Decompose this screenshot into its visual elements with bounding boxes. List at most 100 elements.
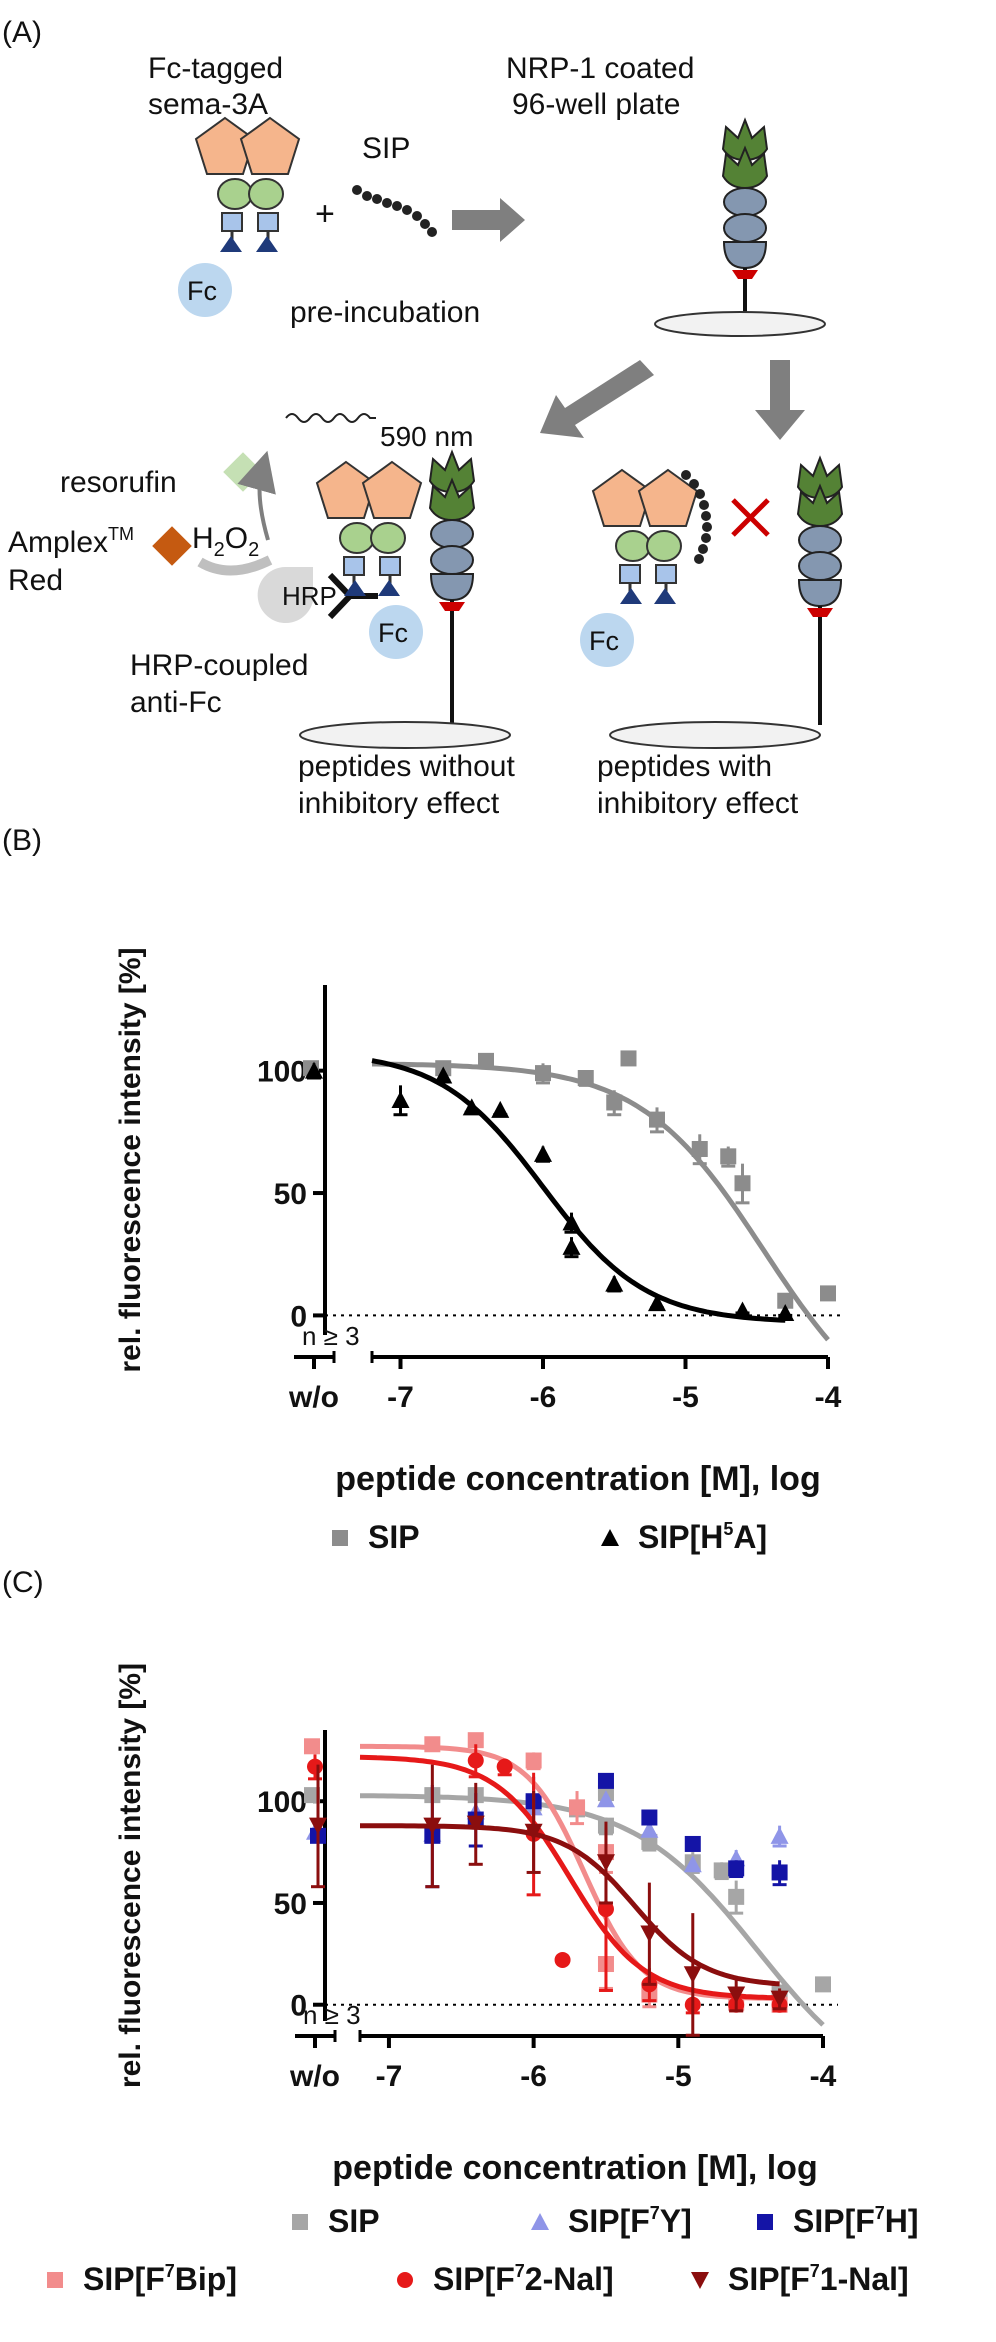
data-point-sip-h5a (534, 1144, 552, 1162)
x-tick-label: -7 (387, 1381, 414, 1414)
panel-c-label: (C) (2, 1566, 44, 1599)
data-point-sip-h5a (605, 1274, 624, 1292)
fc-tagged-label: Fc-tagged (148, 52, 283, 85)
legend-marker-sip-f7bip (47, 2272, 63, 2288)
amplex-red-icon (152, 526, 192, 566)
legend-marker-sip-h5a (601, 1529, 619, 1546)
legend-label-sip-h5a: SIP[H5A] (638, 1519, 767, 1555)
y-tick-label: 0 (290, 1300, 307, 1333)
legend-label-sip: SIP (368, 1519, 420, 1555)
data-point-sip-h5a (391, 1091, 410, 1109)
y-axis-title: rel. fluorescence intensity [%] (114, 947, 147, 1372)
data-point-sip-h5a (462, 1098, 481, 1116)
fit-curve-sip (372, 1061, 830, 1342)
legend-marker-sip (292, 2214, 308, 2230)
hrp-coupled-label: HRP-coupled (130, 649, 308, 682)
data-point-sip (606, 1094, 623, 1111)
h2o2-label: H2O2 (192, 522, 259, 561)
arrow-down-left-icon (540, 360, 654, 438)
legend-marker-sip-f7h (757, 2214, 773, 2230)
x-axis-title: peptide concentration [M], log (332, 2149, 817, 2187)
panel-a-label: (A) (2, 16, 42, 49)
legend-label-sip-f7h: SIP[F7H] (793, 2203, 919, 2239)
nrp1-receptor-icon (721, 117, 769, 318)
fc-label: Fc (187, 276, 217, 306)
data-point-sip (720, 1148, 737, 1165)
panel-a: (A) Fc-tagged sema-3A Fc + SIP pre-incub… (2, 16, 844, 820)
with-effect-label-2: inhibitory effect (597, 787, 799, 820)
control-point-sip-f71-nal (309, 1817, 327, 1835)
control-point-sip (304, 1787, 320, 1804)
data-point-sip-h5a (434, 1066, 453, 1084)
fc-domain-icon (178, 263, 232, 317)
bound-fc-label: Fc (378, 618, 408, 648)
data-point-sip (620, 1050, 637, 1067)
wavelength-label: 590 nm (380, 421, 473, 452)
legend-label-sip: SIP (328, 2203, 380, 2239)
data-point-sip-f71-nal (596, 1854, 615, 1872)
hrp-label: HRP (282, 581, 337, 611)
sip-label: SIP (362, 132, 410, 165)
conversion-arrow-icon (237, 450, 276, 541)
data-point-sip (728, 1888, 745, 1905)
data-point-sip-f71-nal (466, 1815, 485, 1833)
data-point-sip (577, 1070, 594, 1087)
anti-fc-label: anti-Fc (130, 686, 222, 719)
data-point-sip-f7bip (424, 1736, 441, 1753)
bound-complex-icon (315, 449, 476, 725)
data-point-sip-f7h (771, 1864, 788, 1881)
plus-sign: + (315, 195, 335, 233)
data-point-sip (734, 1175, 751, 1192)
control-point-sip-f7bip (304, 1738, 320, 1755)
data-point-sip-f71-nal (423, 1817, 442, 1835)
blocked-fc-label: Fc (589, 626, 619, 656)
y-tick-label: 50 (274, 1888, 307, 1921)
data-point-sip-h5a (776, 1303, 795, 1321)
data-point-sip-f71-nal (683, 1966, 702, 1984)
resorufin-icon (223, 452, 263, 492)
y-tick-label: 50 (274, 1178, 307, 1211)
data-point-sip-f72-nal (496, 1758, 513, 1775)
y-tick-label: 0 (290, 1990, 307, 2023)
arrow-down-icon (755, 360, 805, 440)
data-point-sip-f7h (597, 1772, 614, 1789)
n-label: n ≥ 3 (303, 2000, 361, 2030)
y-axis-title: rel. fluorescence intensity [%] (114, 1663, 147, 2088)
data-point-sip-f7bip (467, 1732, 484, 1749)
hrp-flow-icon (197, 555, 273, 576)
chart-b: 0 50 100 -7 -6 -5 -4 w/o n ≥ 3 peptide concentrat… (114, 947, 843, 1555)
arrow-right-icon (452, 198, 525, 242)
x-tick-label: -4 (815, 1381, 842, 1414)
data-point-sip-f7y (683, 1855, 702, 1873)
hrp-icon (257, 567, 313, 623)
x-tick-label: -6 (530, 1381, 557, 1414)
nrp-coated-label: NRP-1 coated (506, 52, 694, 85)
n-label: n ≥ 3 (302, 1321, 360, 1351)
x-tick-label: -4 (810, 2060, 837, 2093)
no-effect-label-2: inhibitory effect (298, 787, 500, 820)
control-point-sip-h5a (305, 1061, 323, 1079)
blocked-complex-icon (580, 455, 844, 725)
data-point-sip (535, 1065, 551, 1082)
data-point-sip-f7y (596, 1790, 615, 1808)
control-tick-label: w/o (289, 2060, 340, 2093)
data-point-sip-f71-nal (524, 1823, 543, 1841)
emission-wave-icon (285, 413, 376, 423)
data-point-sip-f72-nal (554, 1951, 571, 1968)
sip-peptide-icon (352, 185, 437, 237)
y-tick-label: 100 (257, 1786, 307, 1819)
well-plate-label: 96-well plate (512, 88, 680, 121)
data-point-sip-f7y (640, 1820, 659, 1838)
data-point-sip-f7bip (525, 1752, 542, 1769)
data-point-sip-f71-nal (640, 1925, 659, 1943)
x-tick-label: -5 (665, 2060, 692, 2093)
data-point-sip-f72-nal (597, 1901, 614, 1918)
y-tick-label: 100 (257, 1056, 307, 1089)
control-point-sip-f72-nal (307, 1758, 323, 1775)
data-point-sip (649, 1111, 665, 1128)
legend-marker-sip-f71-nal (691, 2272, 709, 2289)
data-point-sip (820, 1285, 836, 1302)
preincubation-label: pre-incubation (290, 296, 480, 329)
data-point-sip (713, 1862, 730, 1879)
